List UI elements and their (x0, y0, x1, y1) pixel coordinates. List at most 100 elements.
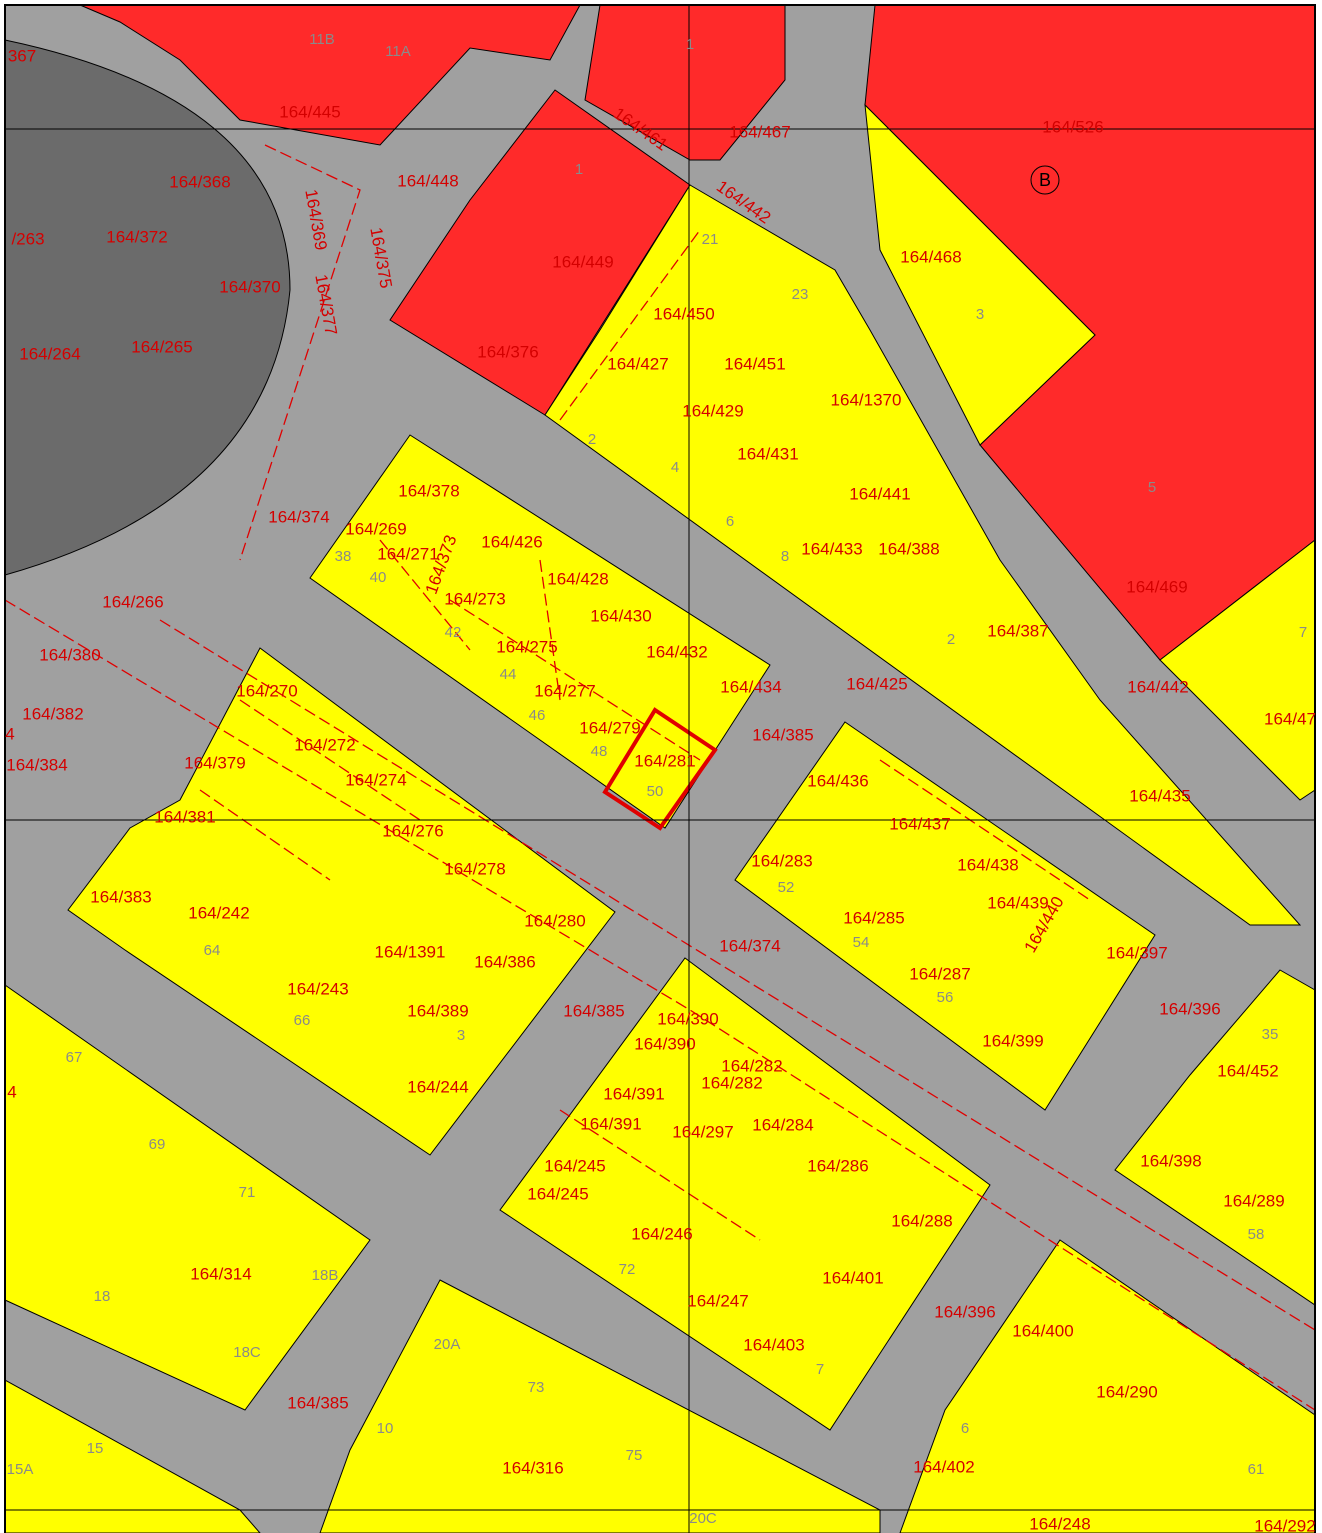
parcel-label: 164/426 (481, 532, 542, 551)
house-number: 71 (239, 1184, 256, 1201)
parcel-label: 4 (7, 1082, 16, 1101)
house-number: 3 (457, 1027, 465, 1044)
parcel-label: 164/383 (90, 887, 151, 906)
parcel-label: 164/385 (287, 1393, 348, 1412)
house-number: 35 (1262, 1026, 1279, 1043)
parcel-label: 164/401 (822, 1268, 883, 1287)
boundary (4, 599, 1316, 1411)
house-number: 44 (500, 666, 517, 683)
house-number: 66 (294, 1012, 311, 1029)
parcel-label: 164/273 (444, 589, 505, 608)
house-number: 20C (689, 1510, 717, 1527)
yellow-zone (734, 721, 1156, 1111)
parcel-label: 164/374 (719, 936, 780, 955)
parcel-label: 164/439 (987, 893, 1048, 912)
parcel-label: 164/289 (1223, 1191, 1284, 1210)
parcel-label: 367 (8, 46, 36, 65)
house-number: 18C (233, 1344, 261, 1361)
parcel-label: 164/244 (407, 1077, 468, 1096)
house-number: 69 (149, 1136, 166, 1153)
parcel-label: 164/438 (957, 855, 1018, 874)
parcel-label: 164/397 (1106, 943, 1167, 962)
parcel-label: 164/402 (913, 1457, 974, 1476)
parcel-label: 164/389 (407, 1001, 468, 1020)
red-zone (389, 89, 691, 416)
house-number: 2 (588, 431, 596, 448)
parcel-label: 164/270 (236, 681, 297, 700)
parcel-label: 164/245 (527, 1184, 588, 1203)
parcel-label: 164/526 (1042, 117, 1103, 136)
parcel-label: 164/468 (900, 247, 961, 266)
house-number: 56 (937, 989, 954, 1006)
parcel-label: 4 (5, 724, 14, 743)
yellow-zone (319, 1279, 881, 1533)
house-number: 18 (94, 1288, 111, 1305)
house-number: 1 (686, 36, 694, 53)
marker-label: B (1039, 170, 1051, 190)
parcel-label: 164/399 (982, 1031, 1043, 1050)
house-number: 38 (335, 548, 352, 565)
parcel-label: 164/398 (1140, 1151, 1201, 1170)
parcel-label: 164/381 (154, 807, 215, 826)
parcel-label: 164/243 (287, 979, 348, 998)
parcel-label: 164/282 (701, 1073, 762, 1092)
house-number: 40 (370, 569, 387, 586)
parcel-label: 164/382 (22, 704, 83, 723)
parcel-label: 164/271 (377, 544, 438, 563)
house-number: 5 (1148, 479, 1156, 496)
parcel-label: 164/292 (1254, 1516, 1315, 1533)
parcel-label: 164/391 (603, 1084, 664, 1103)
parcel-label: 164/448 (397, 171, 458, 190)
red-zone (79, 4, 581, 146)
parcel-label: 164/285 (843, 908, 904, 927)
sheet-grid (5, 5, 1315, 1533)
parcel-label: 164/290 (1096, 1382, 1157, 1401)
parcel-label: 164/396 (1159, 999, 1220, 1018)
yellow-zone (1114, 969, 1316, 1306)
house-number: 15 (87, 1440, 104, 1457)
parcel-label: 164/47 (1264, 709, 1316, 728)
boundary (239, 144, 701, 561)
house-number: 52 (778, 879, 795, 896)
boundary (199, 699, 1091, 1241)
parcel-label: 164/434 (720, 677, 781, 696)
house-number: 2 (947, 631, 955, 648)
parcel-label: 164/429 (682, 401, 743, 420)
house-number: 73 (528, 1379, 545, 1396)
house-number: 1 (575, 161, 583, 178)
parcel-label: 164/372 (106, 227, 167, 246)
house-number: 20A (434, 1336, 461, 1353)
parcel-label: 164/450 (653, 304, 714, 323)
parcel-label: 164/436 (807, 771, 868, 790)
yellow-zone (309, 434, 771, 829)
house-number: 15A (7, 1461, 34, 1478)
parcel-label: 164/264 (19, 344, 80, 363)
parcel-label: 164/283 (751, 851, 812, 870)
parcel-label: 164/435 (1129, 786, 1190, 805)
house-number: 3 (976, 306, 984, 323)
parcel-label: 164/281 (634, 751, 695, 770)
parcel-label: 164/280 (524, 911, 585, 930)
hill (4, 39, 291, 576)
selected-parcel[interactable] (602, 707, 718, 831)
house-number: 6 (961, 1420, 969, 1437)
parcel-label: 164/386 (474, 952, 535, 971)
parcel-label: 164/269 (345, 519, 406, 538)
parcel-label: 164/385 (752, 725, 813, 744)
parcel-label: 164/467 (729, 122, 790, 141)
house-number: 50 (647, 783, 664, 800)
parcel-label: /263 (11, 229, 44, 248)
parcel-label: 164/376 (477, 342, 538, 361)
house-number: 8 (781, 548, 789, 565)
parcel-label: 164/387 (987, 621, 1048, 640)
yellow-zone (899, 1239, 1316, 1533)
parcel-label: 164/427 (607, 354, 668, 373)
parcel-label: 164/451 (724, 354, 785, 373)
parcel-label: 164/282 (721, 1056, 782, 1075)
parcel-label: 164/1370 (831, 390, 902, 409)
parcel-label: 164/248 (1029, 1514, 1090, 1533)
parcel-label: 164/430 (590, 606, 651, 625)
parcel-label: 164/288 (891, 1211, 952, 1230)
